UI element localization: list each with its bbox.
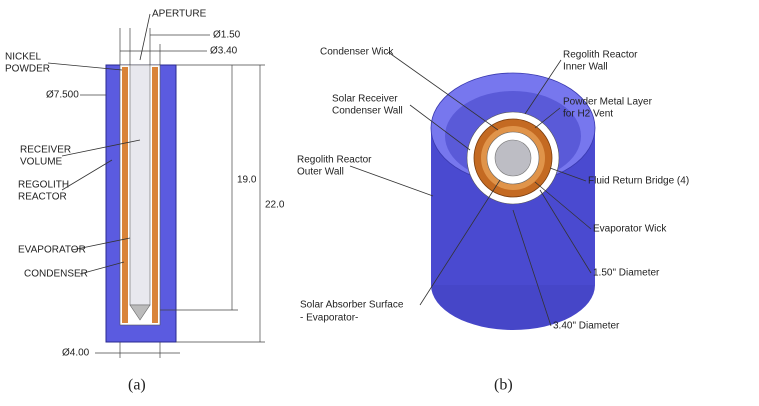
label: Inner Wall [563,62,608,73]
label: 1.50" Diameter [593,268,660,279]
label: Regolith Reactor [563,50,638,61]
label: Ø7.500 [46,90,79,101]
label: RECEIVER [20,145,71,156]
label: Evaporator Wick [593,224,667,235]
label: Ø4.00 [62,348,90,359]
label: Condenser Wick [320,47,394,58]
label: CONDENSER [24,269,88,280]
figure: APERTURE NICKEL POWDER Ø1.50 Ø3.40 Ø7.50… [0,0,759,406]
label: APERTURE [152,9,207,20]
caption: (b) [494,377,513,394]
label: - Evaporator- [300,313,358,324]
label: Powder Metal Layer [563,97,653,108]
label: Fluid Return Bridge (4) [588,176,689,187]
cross-section [48,14,265,358]
label: Ø3.40 [210,46,238,57]
label: Condenser Wall [332,106,403,117]
label: VOLUME [20,157,63,168]
label: 3.40" Diameter [553,321,620,332]
label: REACTOR [18,192,67,203]
label: Ø1.50 [213,30,241,41]
label: Regolith Reactor [297,155,372,166]
label: Outer Wall [297,167,344,178]
label: 19.0 [237,175,257,186]
label: POWDER [5,64,50,75]
label: REGOLITH [18,180,69,191]
label: NICKEL [5,52,42,63]
label: Solar Absorber Surface [300,300,404,311]
caption: (a) [128,377,146,394]
label: for H2 Vent [563,109,613,120]
label: 22.0 [265,200,285,211]
label: Solar Receiver [332,94,398,105]
label: EVAPORATOR [18,245,86,256]
